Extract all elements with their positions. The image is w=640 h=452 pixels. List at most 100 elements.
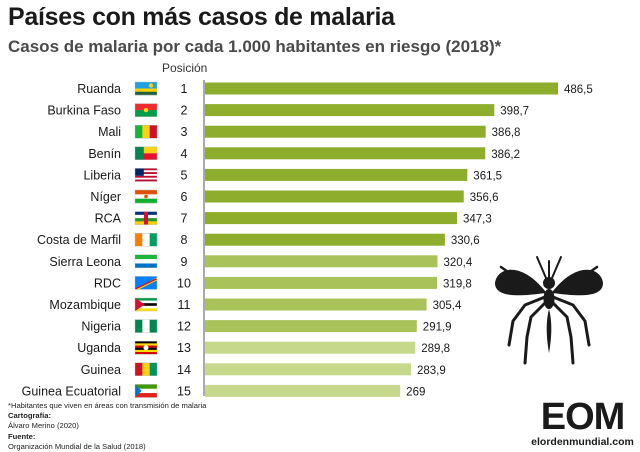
logo-letters: EOM [540,396,626,438]
value-label: 347,3 [463,214,492,226]
value-label: 320,4 [443,257,472,269]
bar-row: Costa de Marfil 8 330,6 [37,232,480,247]
category-label: Níger [90,190,121,204]
bar-row: RCA 7 347,3 [95,211,492,226]
position-label: 4 [181,147,188,161]
logo-url: elordenmundial.com [531,436,634,448]
bar-row: Guinea 14 283,9 [81,362,446,377]
category-label: Liberia [83,168,121,182]
value-label: 398,7 [500,106,529,118]
value-label: 356,6 [470,192,499,204]
value-label: 386,8 [492,127,521,139]
bar [205,276,438,289]
bar [205,320,417,333]
category-label: Nigeria [81,320,121,334]
position-label: 6 [181,190,188,204]
position-label: 2 [181,104,188,118]
value-label: 330,6 [451,235,480,247]
bar [205,212,457,225]
position-label: 7 [181,212,188,226]
position-label: 5 [181,168,188,182]
flag-icon [134,232,158,247]
bar [205,82,558,95]
flag-icon [134,146,158,161]
bar-row: RDC 10 319,8 [94,276,472,290]
bar-row: Guinea Ecuatorial 15 269 [22,384,425,398]
value-label: 291,9 [423,322,452,334]
value-label: 486,5 [564,84,593,96]
bar-row: Sierra Leona 9 320,4 [49,254,473,269]
bar-row: Mali 3 386,8 [98,124,521,139]
flag-icon [134,276,158,290]
value-label: 269 [406,386,425,398]
category-label: Guinea [81,363,121,377]
bar [205,233,445,246]
bar [205,384,401,397]
category-label: Uganda [77,341,121,355]
flag-icon [134,362,158,376]
flag-icon [134,81,158,96]
position-label: 3 [181,125,188,139]
bar [205,341,416,354]
source-value: Organización Mundial de la Salud (2018) [8,441,146,451]
position-label: 13 [177,341,191,355]
flag-icon [134,297,158,312]
flag-icon [134,168,158,182]
position-label: 11 [178,298,191,312]
bar-row: Mozambique 11 305,4 [49,297,462,312]
flag-icon [134,319,158,333]
footer-notes: *Habitantes que viven en áreas con trans… [8,401,338,452]
category-label: Costa de Marfil [37,233,121,247]
position-label: 8 [181,233,188,247]
category-label: RDC [94,276,121,290]
bar-row: Ruanda 1 486,5 [77,81,593,96]
bar-row: Liberia 5 361,5 [83,168,502,182]
bar [205,168,468,181]
position-label: 1 [181,82,188,96]
bar-row: Uganda 13 289,8 [77,341,450,355]
category-label: Benín [88,147,121,161]
category-label: RCA [95,212,122,226]
bar [205,125,486,138]
bar-row: Níger 6 356,6 [90,189,499,204]
flag-icon [134,254,158,269]
bar-chart: Ruanda 1 486,5 Burkina Faso 2 398,7 Mali 3 386,8… [22,80,593,398]
category-label: Ruanda [77,82,121,96]
flag-icon [134,189,158,204]
cartography-value: Álvaro Merino (2020) [8,421,79,431]
flag-icon [134,124,158,139]
flag-icon [134,341,158,355]
flag-icon [134,103,158,117]
eom-logo: EOM elordenmundial.com [530,398,635,448]
flag-icon [134,384,158,398]
value-label: 361,5 [473,170,502,182]
bar-row: Benín 4 386,2 [88,146,520,161]
value-label: 283,9 [417,365,446,377]
value-label: 289,8 [421,343,450,355]
value-label: 386,2 [491,149,520,161]
bar [205,298,427,311]
cartography-label: Cartografía: [8,411,52,421]
mosquito-icon [495,256,603,365]
footnote: *Habitantes que viven en áreas con trans… [8,401,207,410]
bar [205,190,464,203]
bar-row: Nigeria 12 291,9 [81,319,452,334]
bar [205,363,411,376]
value-label: 305,4 [433,300,462,312]
source-label: Fuente: [8,431,36,441]
value-label: 319,8 [443,278,472,290]
position-column-header: Posición [162,61,208,75]
position-label: 15 [177,384,191,398]
position-label: 14 [177,363,191,377]
category-label: Mali [98,125,121,139]
position-label: 9 [181,255,188,269]
position-label: 10 [177,276,191,290]
position-label: 12 [177,320,191,334]
bar-row: Burkina Faso 2 398,7 [47,103,529,118]
category-label: Burkina Faso [47,104,121,118]
bar [205,147,486,160]
category-label: Mozambique [49,298,121,312]
chart-subtitle: Casos de malaria por cada 1.000 habitant… [8,37,502,56]
flag-icon [134,211,158,225]
chart-title: Países con más casos de malaria [8,3,395,31]
